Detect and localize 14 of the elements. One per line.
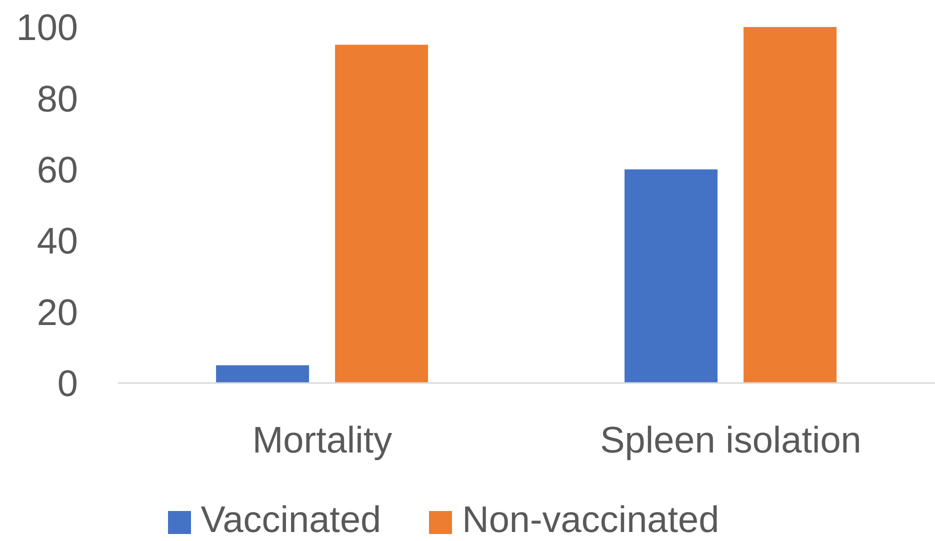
bar <box>744 27 837 383</box>
y-tick-label: 0 <box>57 363 78 404</box>
y-tick-label: 80 <box>36 78 78 120</box>
legend-label: Non-vaccinated <box>462 499 720 540</box>
x-tick-label: Mortality <box>252 419 393 460</box>
bar <box>335 44 428 383</box>
legend-label: Vaccinated <box>200 499 382 540</box>
bar <box>216 365 310 383</box>
bar <box>624 169 718 383</box>
x-tick-label: Spleen isolation <box>600 419 862 460</box>
y-tick-label: 60 <box>36 150 78 191</box>
y-tick-label: 40 <box>36 220 78 262</box>
y-tick-label: 20 <box>36 292 78 333</box>
y-tick-label: 100 <box>16 7 78 48</box>
